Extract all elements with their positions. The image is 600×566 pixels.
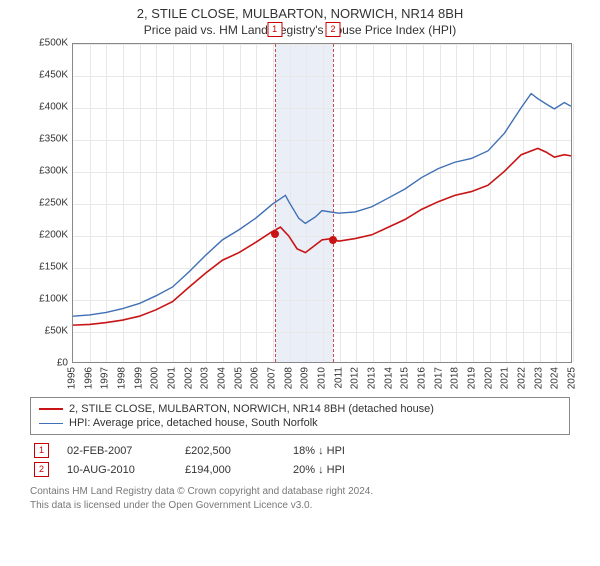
x-axis-label: 2003 xyxy=(200,367,211,389)
x-axis-label: 2022 xyxy=(517,367,528,389)
x-axis-label: 2002 xyxy=(183,367,194,389)
legend: 2, STILE CLOSE, MULBARTON, NORWICH, NR14… xyxy=(30,397,570,435)
x-axis-label: 1996 xyxy=(83,367,94,389)
legend-swatch xyxy=(39,408,63,410)
transaction-row: 1 02-FEB-2007 £202,500 18% ↓ HPI xyxy=(30,441,570,460)
legend-label: 2, STILE CLOSE, MULBARTON, NORWICH, NR14… xyxy=(69,403,434,415)
series-line xyxy=(73,148,571,325)
tx-price: £202,500 xyxy=(185,445,275,457)
legend-swatch xyxy=(39,423,63,424)
x-axis-label: 2015 xyxy=(400,367,411,389)
x-axis-label: 2004 xyxy=(217,367,228,389)
y-axis-label: £250K xyxy=(20,198,68,209)
footnote-line1: Contains HM Land Registry data © Crown c… xyxy=(30,485,570,499)
transaction-row: 2 10-AUG-2010 £194,000 20% ↓ HPI xyxy=(30,460,570,479)
x-axis-label: 1997 xyxy=(100,367,111,389)
tx-diff: 18% ↓ HPI xyxy=(293,445,383,457)
y-axis-label: £450K xyxy=(20,70,68,81)
x-axis-label: 2010 xyxy=(317,367,328,389)
x-axis-label: 2021 xyxy=(500,367,511,389)
x-axis-label: 2008 xyxy=(283,367,294,389)
title-line1: 2, STILE CLOSE, MULBARTON, NORWICH, NR14… xyxy=(0,6,600,21)
legend-label: HPI: Average price, detached house, Sout… xyxy=(69,417,318,429)
y-axis-label: £150K xyxy=(20,262,68,273)
plot-area: 12 xyxy=(72,43,572,363)
legend-item: HPI: Average price, detached house, Sout… xyxy=(39,416,561,430)
x-axis-label: 2006 xyxy=(250,367,261,389)
y-axis-label: £500K xyxy=(20,38,68,49)
vertical-marker xyxy=(275,44,276,362)
x-axis-label: 2018 xyxy=(450,367,461,389)
tx-marker: 2 xyxy=(34,462,49,477)
y-axis-label: £50K xyxy=(20,326,68,337)
y-axis-label: £300K xyxy=(20,166,68,177)
y-axis-label: £200K xyxy=(20,230,68,241)
price-chart: £0 £50K £100K £150K £200K £250K £300K £350K £400… xyxy=(20,43,580,393)
x-axis-label: 2009 xyxy=(300,367,311,389)
marker-box: 1 xyxy=(267,22,282,37)
y-axis-label: £350K xyxy=(20,134,68,145)
x-axis-label: 2023 xyxy=(533,367,544,389)
x-axis-label: 2007 xyxy=(267,367,278,389)
tx-diff: 20% ↓ HPI xyxy=(293,464,383,476)
x-axis-label: 2017 xyxy=(433,367,444,389)
y-axis-label: £400K xyxy=(20,102,68,113)
x-axis-label: 2013 xyxy=(367,367,378,389)
title-line2: Price paid vs. HM Land Registry's House … xyxy=(0,23,600,37)
legend-item: 2, STILE CLOSE, MULBARTON, NORWICH, NR14… xyxy=(39,402,561,416)
sale-point xyxy=(329,236,337,244)
footnote-line2: This data is licensed under the Open Gov… xyxy=(30,499,570,513)
tx-date: 02-FEB-2007 xyxy=(67,445,167,457)
tx-price: £194,000 xyxy=(185,464,275,476)
x-axis-label: 1998 xyxy=(117,367,128,389)
x-axis-label: 2019 xyxy=(467,367,478,389)
x-axis-label: 1999 xyxy=(133,367,144,389)
x-axis-label: 2005 xyxy=(233,367,244,389)
series-line xyxy=(73,94,571,317)
x-axis-label: 1995 xyxy=(67,367,78,389)
x-axis-label: 2025 xyxy=(567,367,578,389)
gridline-v xyxy=(573,44,574,362)
y-axis-label: £100K xyxy=(20,294,68,305)
footnote: Contains HM Land Registry data © Crown c… xyxy=(30,485,570,512)
transactions-table: 1 02-FEB-2007 £202,500 18% ↓ HPI 2 10-AUG-201… xyxy=(30,441,570,479)
tx-date: 10-AUG-2010 xyxy=(67,464,167,476)
x-axis-label: 2020 xyxy=(483,367,494,389)
vertical-marker xyxy=(333,44,334,362)
title-block: 2, STILE CLOSE, MULBARTON, NORWICH, NR14… xyxy=(0,6,600,37)
tx-marker: 1 xyxy=(34,443,49,458)
x-axis-label: 2014 xyxy=(383,367,394,389)
x-axis-label: 2016 xyxy=(417,367,428,389)
x-axis-label: 2024 xyxy=(550,367,561,389)
y-axis-label: £0 xyxy=(20,358,68,369)
x-axis-label: 2001 xyxy=(167,367,178,389)
x-axis-label: 2011 xyxy=(333,367,344,389)
x-axis-label: 2000 xyxy=(150,367,161,389)
chart-svg xyxy=(73,44,571,362)
marker-box: 2 xyxy=(326,22,341,37)
sale-point xyxy=(271,230,279,238)
x-axis-label: 2012 xyxy=(350,367,361,389)
